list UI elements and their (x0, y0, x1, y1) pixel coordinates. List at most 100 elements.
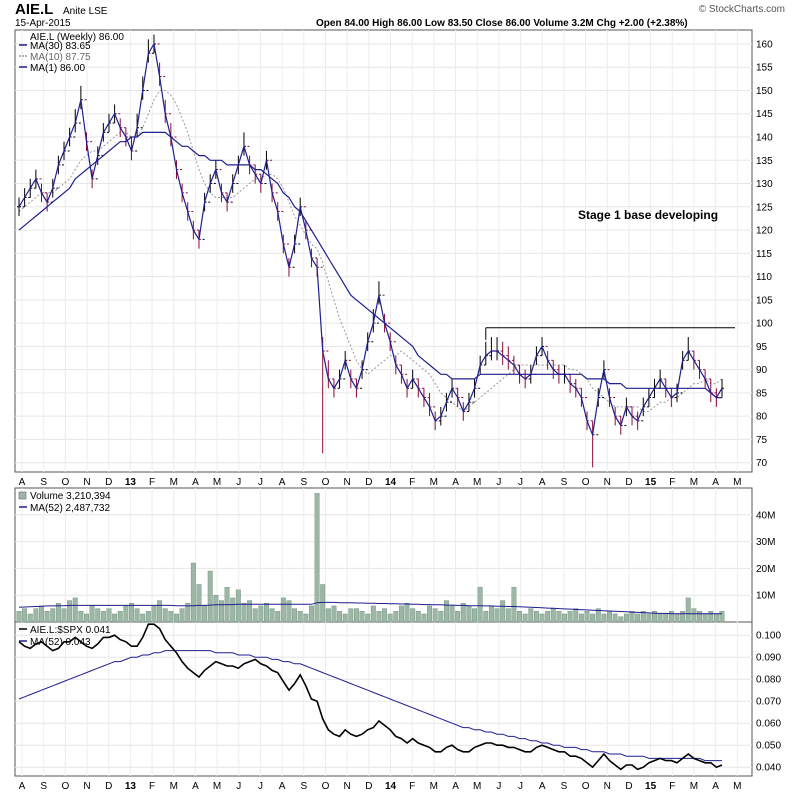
price-y-tick-label: 85 (756, 388, 768, 399)
volume-bar (78, 611, 84, 623)
volume-bar (325, 608, 331, 623)
x-tick-label: M (690, 477, 698, 488)
price-grid (15, 30, 752, 472)
volume-bar (252, 608, 258, 623)
volume-bar (207, 570, 213, 623)
volume-bar (708, 611, 714, 623)
volume-bar (376, 611, 382, 623)
volume-bar (415, 611, 421, 623)
price-y-tick-label: 135 (756, 156, 773, 167)
volume-bar (528, 608, 534, 623)
x-tick-label: M (733, 781, 741, 792)
volume-bar (556, 611, 562, 623)
x-tick-label: J (258, 781, 263, 792)
volume-bar (477, 586, 483, 623)
volume-bar (359, 611, 365, 623)
price-y-tick-label: 100 (756, 319, 773, 330)
price-y-tick-label: 130 (756, 179, 773, 190)
stage-annotation: Stage 1 base developing (578, 208, 718, 222)
volume-bar (129, 603, 134, 623)
x-tick-label: J (258, 477, 263, 488)
legend-volume: Volume 3,210,394 (30, 491, 111, 502)
volume-bar (618, 616, 624, 623)
volume-bar (55, 603, 61, 623)
x-tick-label: J (518, 477, 523, 488)
volume-bar (443, 600, 449, 623)
volume-bar (584, 611, 590, 623)
legend-vol-ma: MA(52) 2,487,732 (30, 503, 110, 514)
x-tick-label: O (322, 781, 330, 792)
ohlc-readout: Open 84.00 High 86.00 Low 83.50 Close 86… (316, 18, 688, 29)
volume-bar (61, 608, 67, 623)
x-tick-label: F (149, 477, 155, 488)
x-tick-label: A (279, 477, 286, 488)
x-tick-label: M (473, 781, 481, 792)
legend-volume-swatch (18, 491, 27, 500)
volume-bar (595, 608, 601, 623)
x-tick-label: 14 (385, 477, 397, 488)
volume-bar (410, 608, 416, 623)
volume-y-tick-label: 40M (756, 510, 775, 521)
volume-bar (106, 608, 112, 623)
volume-bar (612, 613, 618, 623)
x-tick-label: M (430, 477, 438, 488)
volume-bar (157, 600, 163, 623)
x-tick-label: D (625, 477, 632, 488)
volume-bar (550, 608, 556, 623)
volume-bar (365, 613, 371, 623)
price-y-tick-label: 120 (756, 226, 773, 237)
price-y-tick-label: 80 (756, 412, 768, 423)
volume-bar (275, 611, 281, 623)
price-y-tick-label: 155 (756, 63, 773, 74)
x-tick-label: D (365, 477, 372, 488)
volume-bar (640, 611, 646, 623)
volume-bar (196, 584, 202, 623)
volume-bar (100, 611, 106, 623)
volume-bar (27, 613, 33, 623)
x-tick-label: A (192, 477, 199, 488)
volume-y-axis: 10M 20M 30M 40M (756, 510, 775, 601)
x-tick-label: J (236, 477, 241, 488)
volume-bar (331, 605, 337, 623)
volume-bar (134, 608, 140, 623)
ma30-line (18, 131, 722, 399)
volume-bar (387, 613, 393, 623)
x-tick-label: N (83, 781, 90, 792)
volume-bar (145, 611, 151, 623)
volume-bar (505, 608, 511, 623)
volume-bar (607, 611, 612, 623)
ratio-panel-frame (14, 621, 753, 777)
x-tick-label: O (61, 781, 69, 792)
volume-bar (303, 613, 309, 623)
volume-bar (264, 603, 269, 623)
volume-bar (286, 600, 292, 623)
volume-bar (567, 611, 573, 623)
ratio-y-tick-label: 0.070 (756, 697, 781, 708)
volume-bar (247, 600, 253, 623)
volume-bars (16, 493, 725, 623)
x-tick-label: A (712, 477, 719, 488)
volume-bar (337, 611, 343, 623)
volume-bar (202, 605, 208, 623)
volume-bar (511, 586, 517, 623)
x-tick-label: F (149, 781, 155, 792)
volume-bar (297, 611, 303, 623)
ma1-line (18, 42, 723, 438)
x-tick-label: 15 (645, 477, 657, 488)
legend-ma1: MA(1) 86.00 (30, 63, 85, 74)
x-tick-label: N (344, 781, 351, 792)
ratio-line (18, 623, 723, 771)
x-tick-label: S (40, 477, 47, 488)
ratio-y-tick-label: 0.090 (756, 653, 781, 664)
volume-bar (652, 611, 657, 623)
volume-bar (668, 611, 674, 623)
volume-bar (472, 608, 477, 623)
x-tick-label: N (344, 477, 351, 488)
x-tick-label: O (582, 781, 590, 792)
x-tick-label: M (430, 781, 438, 792)
price-y-tick-label: 95 (756, 342, 768, 353)
price-y-tick-label: 75 (756, 435, 768, 446)
volume-bar (67, 600, 73, 623)
x-tick-label: M (170, 477, 178, 488)
volume-bar (517, 611, 522, 623)
